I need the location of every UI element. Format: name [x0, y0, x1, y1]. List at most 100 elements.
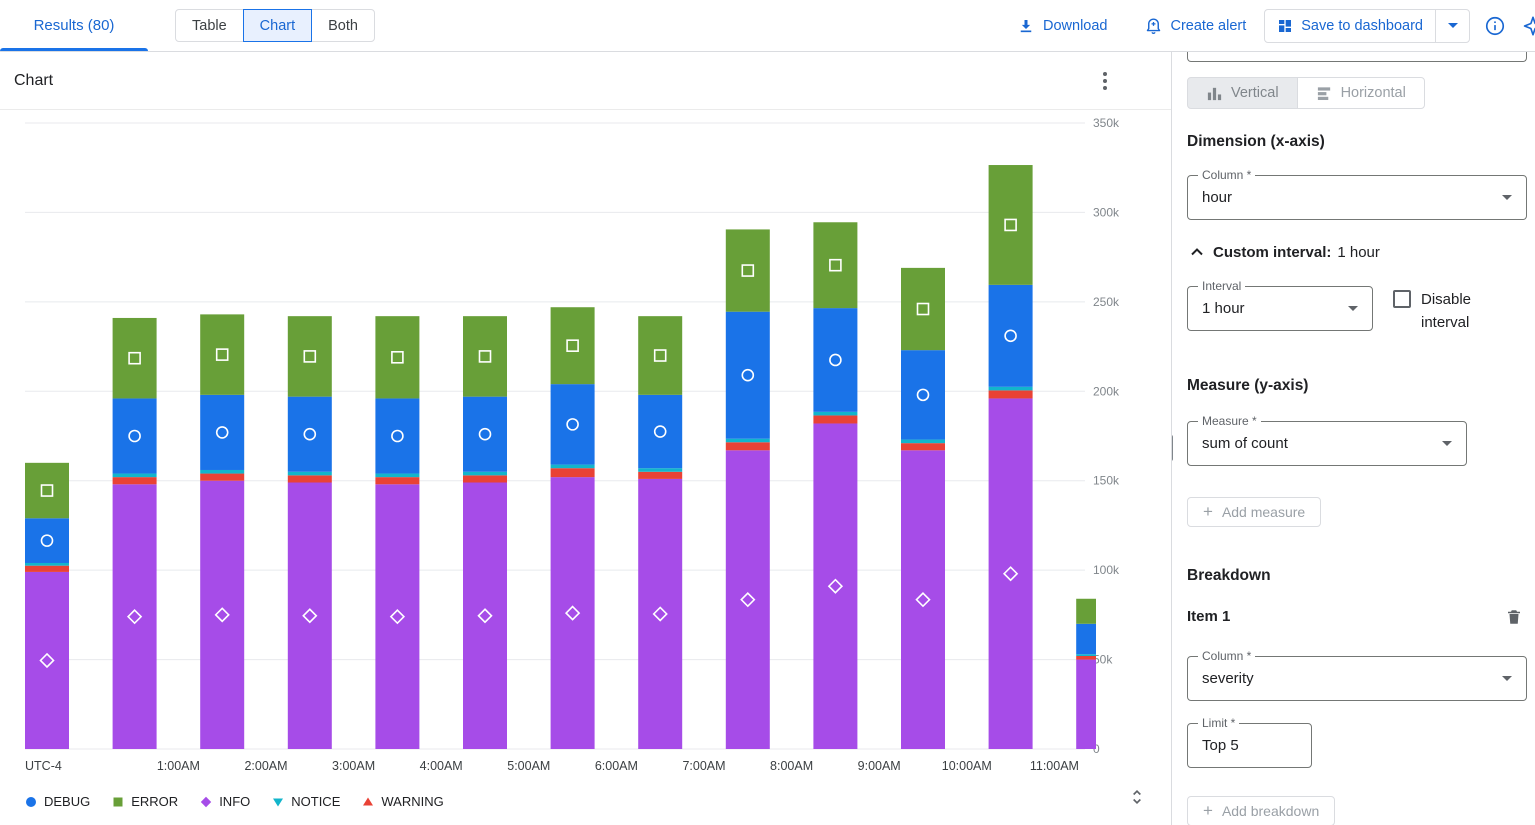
save-to-dashboard-button[interactable]: Save to dashboard [1265, 18, 1435, 34]
bar-segment-warning[interactable] [638, 471, 683, 479]
bar-segment-notice[interactable] [901, 439, 945, 444]
interval-select[interactable]: Interval 1 hour [1187, 279, 1373, 331]
bar-segment-error[interactable] [375, 316, 420, 399]
bar-segment-notice[interactable] [287, 471, 332, 476]
disable-interval-checkbox[interactable] [1393, 290, 1411, 308]
add-breakdown-button[interactable]: + Add breakdown [1187, 795, 1336, 825]
bar-segment-error[interactable] [200, 314, 245, 395]
bar-segment-info[interactable] [725, 450, 770, 749]
segment-marker-square [1004, 218, 1017, 232]
bar-segment-warning[interactable] [112, 477, 157, 485]
legend-expand-button[interactable] [1127, 786, 1147, 811]
bar-segment-error[interactable] [1076, 598, 1096, 624]
bar-segment-notice[interactable] [638, 468, 683, 472]
bar-segment-info[interactable] [638, 478, 683, 749]
bar-segment-error[interactable] [287, 316, 332, 397]
bar-segment-warning[interactable] [1076, 655, 1096, 660]
bar-segment-info[interactable] [1076, 659, 1096, 749]
bar-segment-warning[interactable] [375, 477, 420, 485]
bar-segment-info[interactable] [901, 450, 945, 749]
view-toggle-table[interactable]: Table [175, 9, 244, 42]
bar-segment-notice[interactable] [25, 562, 69, 566]
bar-segment-notice[interactable] [463, 471, 507, 476]
bar-segment-notice[interactable] [375, 473, 420, 478]
bar-segment-error[interactable] [638, 316, 683, 395]
bar-segment-info[interactable] [287, 482, 332, 749]
partially-visible-field[interactable] [1187, 52, 1527, 62]
bar-segment-error[interactable] [550, 307, 595, 385]
bar-segment-warning[interactable] [25, 565, 69, 572]
bar-segment-error[interactable] [813, 222, 858, 309]
bar-segment-info[interactable] [813, 423, 858, 749]
bar-segment-warning[interactable] [988, 390, 1033, 399]
bar-segment-debug[interactable] [200, 394, 245, 470]
limit-input[interactable]: Limit * Top 5 [1187, 715, 1312, 768]
orientation-horizontal-button[interactable]: Horizontal [1296, 77, 1425, 109]
bar-segment-debug[interactable] [463, 396, 507, 472]
legend-item-info[interactable]: INFO [200, 794, 250, 809]
tab-results[interactable]: Results (80) [0, 0, 148, 51]
bar-segment-info[interactable] [550, 477, 595, 749]
bar-segment-error[interactable] [25, 462, 69, 519]
custom-interval-toggle[interactable]: Custom interval: 1 hour [1187, 242, 1527, 262]
bar-segment-info[interactable] [112, 484, 157, 749]
bar-segment-notice[interactable] [988, 386, 1033, 391]
bar-segment-info[interactable] [375, 484, 420, 749]
legend-item-warning[interactable]: WARNING [362, 794, 444, 809]
measure-select[interactable]: Measure * sum of count [1187, 413, 1467, 466]
chevron-up-icon [1191, 248, 1203, 256]
bar-segment-warning[interactable] [550, 468, 595, 478]
bar-segment-warning[interactable] [463, 475, 507, 483]
bar-segment-debug[interactable] [375, 398, 420, 474]
bar-segment-notice[interactable] [112, 473, 157, 478]
bar-segment-notice[interactable] [550, 464, 595, 469]
breakdown-column-select[interactable]: Column * severity [1187, 648, 1527, 701]
bar-segment-info[interactable] [200, 480, 245, 749]
info-button[interactable] [1484, 15, 1506, 37]
orientation-vertical-button[interactable]: Vertical [1187, 77, 1298, 109]
legend-item-notice[interactable]: NOTICE [272, 794, 340, 809]
bar-segment-error[interactable] [463, 316, 507, 397]
bar-segment-debug[interactable] [988, 284, 1033, 387]
bar-segment-warning[interactable] [901, 443, 945, 451]
bar-segment-debug[interactable] [901, 350, 945, 440]
bar-segment-debug[interactable] [638, 394, 683, 469]
add-measure-button[interactable]: + Add measure [1187, 496, 1322, 527]
panel-resize-handle[interactable] [1172, 435, 1173, 461]
download-button[interactable]: Download [1017, 17, 1108, 35]
bar-segment-error[interactable] [112, 317, 157, 399]
bar-segment-info[interactable] [25, 571, 69, 749]
y-axis-label: 150k [1093, 474, 1120, 488]
bar-segment-warning[interactable] [200, 473, 245, 481]
bar-segment-debug[interactable] [550, 384, 595, 465]
save-dropdown-button[interactable] [1435, 9, 1469, 42]
view-toggle-both[interactable]: Both [311, 9, 375, 42]
dimension-column-select[interactable]: Column * hour [1187, 168, 1527, 220]
bar-segment-info[interactable] [988, 398, 1033, 749]
legend-label: WARNING [381, 794, 444, 809]
legend-item-error[interactable]: ERROR [112, 794, 178, 809]
bar-segment-notice[interactable] [200, 469, 245, 474]
bar-segment-debug[interactable] [813, 308, 858, 412]
chart-overflow-menu-button[interactable] [1095, 70, 1115, 95]
bar-segment-warning[interactable] [725, 442, 770, 451]
bar-segment-debug[interactable] [725, 311, 770, 439]
assist-button[interactable] [1522, 15, 1535, 37]
legend-item-debug[interactable]: DEBUG [25, 794, 90, 809]
bar-segment-error[interactable] [901, 267, 945, 351]
bar-segment-warning[interactable] [287, 475, 332, 483]
bar-segment-notice[interactable] [725, 438, 770, 443]
bar-segment-warning[interactable] [813, 415, 858, 424]
bar-segment-notice[interactable] [1076, 654, 1096, 656]
bar-segment-notice[interactable] [813, 411, 858, 416]
bar-segment-error[interactable] [988, 165, 1033, 285]
bar-segment-debug[interactable] [112, 398, 157, 474]
bar-segment-debug[interactable] [25, 518, 69, 563]
bar-segment-debug[interactable] [1076, 623, 1096, 655]
delete-breakdown-button[interactable] [1505, 607, 1523, 627]
view-toggle-chart[interactable]: Chart [242, 9, 313, 42]
bar-segment-info[interactable] [463, 482, 507, 749]
bar-segment-debug[interactable] [287, 396, 332, 472]
bar-segment-error[interactable] [725, 229, 770, 312]
create-alert-button[interactable]: Create alert [1144, 16, 1246, 35]
